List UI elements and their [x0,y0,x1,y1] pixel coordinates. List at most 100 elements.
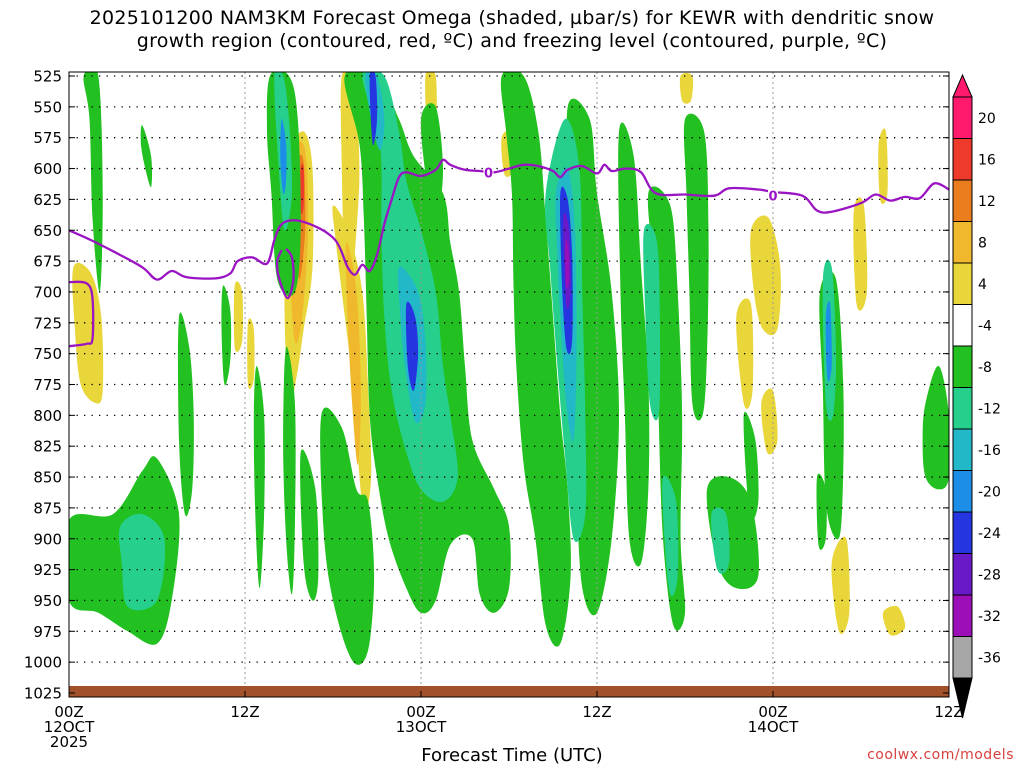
y-tick-label: 950 [33,592,62,610]
freezing-level-loop [69,280,95,348]
omega-positive-region [831,536,850,635]
omega-negative-region [643,223,661,421]
omega-negative-region [83,72,103,293]
x-tick-label: 12Z [230,703,259,721]
ground-surface [69,686,949,697]
credit-link[interactable]: coolwx.com/models [867,747,1014,763]
omega-negative-region [221,285,232,386]
y-tick-label: 625 [33,191,62,209]
omega-positive-region [247,318,255,390]
colorbar-swatch [952,594,973,637]
omega-negative-region [253,366,265,589]
y-tick-label: 1025 [24,685,62,703]
y-tick-label: 975 [33,623,62,641]
colorbar-swatch [952,636,973,679]
x-tick-label: 00Z [54,703,83,721]
omega-positive-region [679,72,694,104]
y-tick-label: 725 [33,314,62,332]
colorbar-label: 16 [978,152,996,168]
colorbar-swatch [952,387,973,430]
omega-positive-region [853,197,868,311]
colorbar-swatch [952,96,973,139]
omega-shading-layer [69,72,949,665]
freezing-level-label-bg [483,164,494,180]
colorbar-swatch [952,262,973,305]
omega-negative-region [280,119,287,195]
x-tick-label: 00Z [406,703,435,721]
y-tick-label: 675 [33,253,62,271]
omega-negative-region [922,365,949,490]
omega-negative-region [405,301,419,391]
colorbar-label: 12 [978,194,996,210]
freezing-level-layer: 00 [69,158,949,348]
grid-layer [69,72,949,697]
freezing-level-label: 0 [484,166,493,181]
y-tick-label: 850 [33,469,62,487]
colorbar-swatch [952,428,973,471]
omega-positive-region [72,262,104,404]
colorbar-label: -24 [978,526,1001,542]
colorbar-label: -16 [978,443,1001,459]
colorbar-swatch [952,470,973,513]
colorbar-label: -8 [978,360,992,376]
omega-negative-region [369,72,378,146]
omega-negative-region [320,407,375,665]
omega-negative-region [825,300,832,382]
omega-negative-region [565,240,570,289]
colorbar-label: -32 [978,609,1001,625]
freezing-level-label-bg [768,187,778,203]
omega-positive-region [750,215,781,336]
colorbar-swatch [952,553,973,596]
omega-negative-region [618,122,650,567]
colorbar-label: 4 [978,277,987,293]
y-tick-label: 875 [33,499,62,517]
y-tick-label: 825 [33,438,62,456]
omega-negative-region [500,72,571,647]
colorbar-legend: 20 16 12 8 4 -4 -8 -12 -16 -20 -24 -28 -32 -36 [952,73,1001,719]
omega-negative-region [743,411,759,521]
y-tick-label: 650 [33,222,62,240]
freezing-level-label: 0 [768,190,777,205]
x-tick-label: 12Z [934,703,963,721]
y-axis: 525 550 575 600 625 650 675 700 725 750 775 800 825 8… [24,68,949,703]
x-tick-label: 2025 [50,733,88,751]
y-tick-label: 550 [33,98,62,116]
colorbar-swatch [952,221,973,264]
colorbar-top-arrow [952,73,973,98]
y-tick-label: 600 [33,160,62,178]
colorbar-swatch [952,511,973,554]
freezing-level-loop [275,248,295,300]
omega-negative-region [420,103,444,219]
omega-positive-region [345,242,361,465]
colorbar-label: -20 [978,484,1001,500]
x-tick-label: 13OCT [396,718,447,736]
y-tick-label: 775 [33,376,62,394]
colorbar-swatch [952,345,973,388]
y-tick-label: 800 [33,407,62,425]
y-tick-label: 575 [33,129,62,147]
omega-positive-region [878,128,888,205]
colorbar-label: -12 [978,401,1001,417]
omega-negative-region [683,113,709,421]
omega-negative-region [177,312,194,517]
y-tick-label: 1000 [24,654,62,672]
colorbar-label: -28 [978,567,1001,583]
y-tick-label: 700 [33,283,62,301]
x-tick-label: 12OCT [44,718,95,736]
x-axis-label: Forecast Time (UTC) [421,745,603,766]
x-tick-label: 12Z [582,703,611,721]
colorbar-swatch [952,138,973,181]
colorbar-label: 20 [978,111,996,127]
omega-positive-region [761,388,778,455]
chart-title-line2: growth region (contoured, red, ºC) and f… [136,30,888,52]
omega-positive-region [233,281,243,353]
colorbar-bottom-arrow [952,677,973,719]
omega-negative-region [118,513,166,611]
chart-title-line1: 2025101200 NAM3KM Forecast Omega (shaded… [89,7,935,29]
omega-negative-region [711,507,730,574]
y-tick-label: 750 [33,345,62,363]
y-tick-label: 525 [33,68,62,86]
y-tick-label: 900 [33,530,62,548]
